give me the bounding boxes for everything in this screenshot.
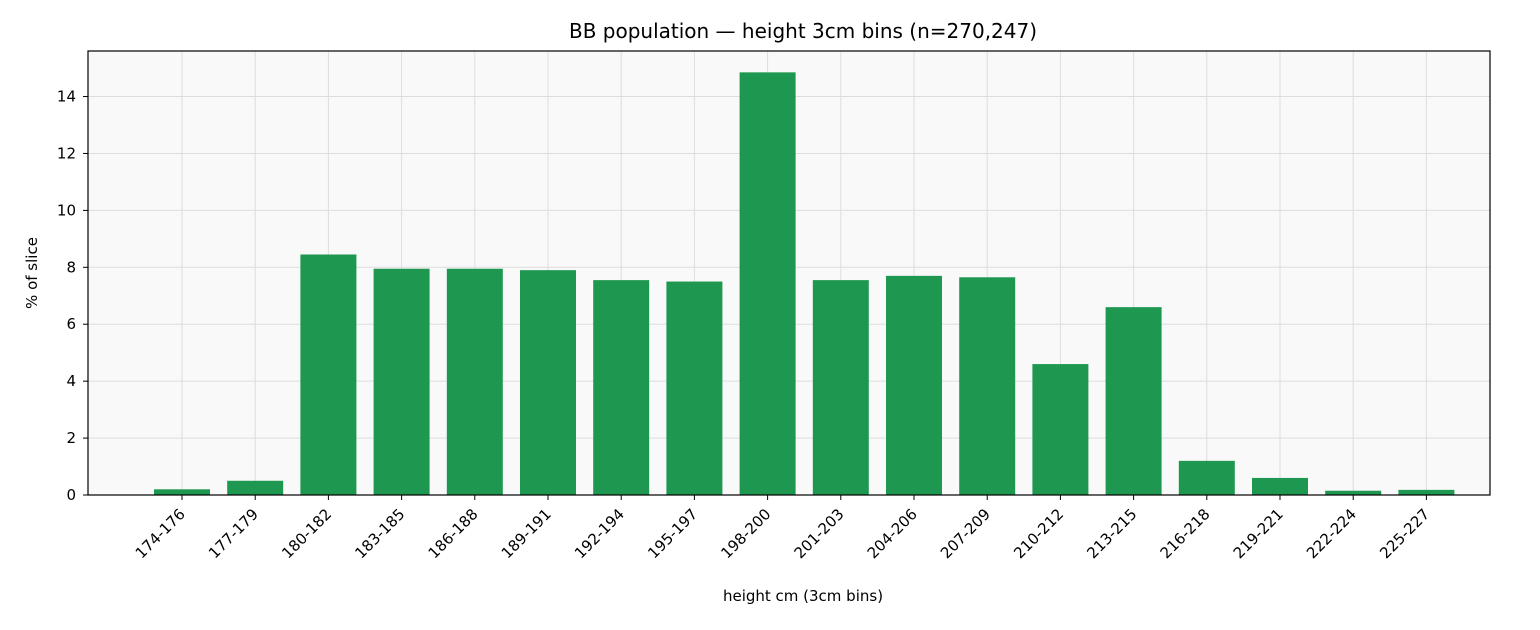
bar-174-176 — [154, 489, 210, 495]
x-tick-label: 213-215 — [1083, 505, 1140, 562]
x-tick-label: 204-206 — [864, 505, 921, 562]
plot-frame — [87, 50, 1491, 496]
x-tick-label: 174-176 — [132, 505, 189, 562]
chart-title: BB population — height 3cm bins (n=270,2… — [569, 19, 1037, 43]
bar-186-188 — [446, 268, 503, 495]
y-tick-label: 12 — [57, 144, 76, 162]
y-tick-label: 8 — [66, 258, 76, 276]
bar-225-227 — [1398, 489, 1455, 495]
bar-195-197 — [666, 281, 723, 495]
x-tick-label: 192-194 — [571, 505, 628, 562]
x-tick-label: 225-227 — [1376, 505, 1433, 562]
x-tick-label: 222-224 — [1303, 505, 1360, 562]
y-tick-label: 2 — [66, 429, 76, 447]
bar-213-215 — [1105, 307, 1162, 495]
x-tick-label: 219-221 — [1230, 505, 1287, 562]
y-tick-label: 14 — [57, 88, 76, 106]
y-tick-label: 6 — [66, 315, 76, 333]
bar-204-206 — [886, 275, 942, 495]
x-tick-label: 201-203 — [791, 505, 848, 562]
x-axis-label: height cm (3cm bins) — [723, 587, 883, 605]
x-tick-label: 186-188 — [425, 505, 482, 562]
bar-180-182 — [300, 254, 357, 495]
x-tick-label: 183-185 — [351, 505, 408, 562]
bar-189-191 — [520, 270, 576, 495]
bar-210-212 — [1032, 364, 1089, 495]
bar-192-194 — [593, 280, 650, 495]
bar-201-203 — [812, 280, 869, 495]
x-tick-label: 210-212 — [1010, 505, 1067, 562]
x-tick-label: 207-209 — [937, 505, 994, 562]
bar-222-224 — [1325, 490, 1382, 495]
x-tick-label: 195-197 — [644, 505, 701, 562]
x-tick-label: 189-191 — [498, 505, 555, 562]
x-axis-ticks: 174-176 177-179 180-182 183-185 186-188 189-1… — [132, 495, 1433, 562]
x-tick-label: 180-182 — [278, 505, 335, 562]
y-tick-label: 0 — [66, 486, 76, 504]
bar-177-179 — [227, 480, 284, 495]
bar-219-221 — [1252, 477, 1308, 495]
x-tick-label: 198-200 — [717, 505, 774, 562]
y-tick-label: 10 — [57, 201, 76, 219]
x-tick-label: 177-179 — [205, 505, 262, 562]
bar-207-209 — [959, 277, 1016, 495]
y-tick-label: 4 — [66, 372, 76, 390]
bar-198-200 — [739, 72, 796, 495]
bar-216-218 — [1178, 460, 1235, 495]
y-axis-label: % of slice — [23, 237, 41, 309]
bar-183-185 — [373, 268, 430, 495]
bar-series — [154, 72, 1455, 495]
y-axis-ticks: 0 2 4 6 8 10 12 14 — [57, 88, 88, 504]
x-tick-label: 216-218 — [1157, 505, 1214, 562]
